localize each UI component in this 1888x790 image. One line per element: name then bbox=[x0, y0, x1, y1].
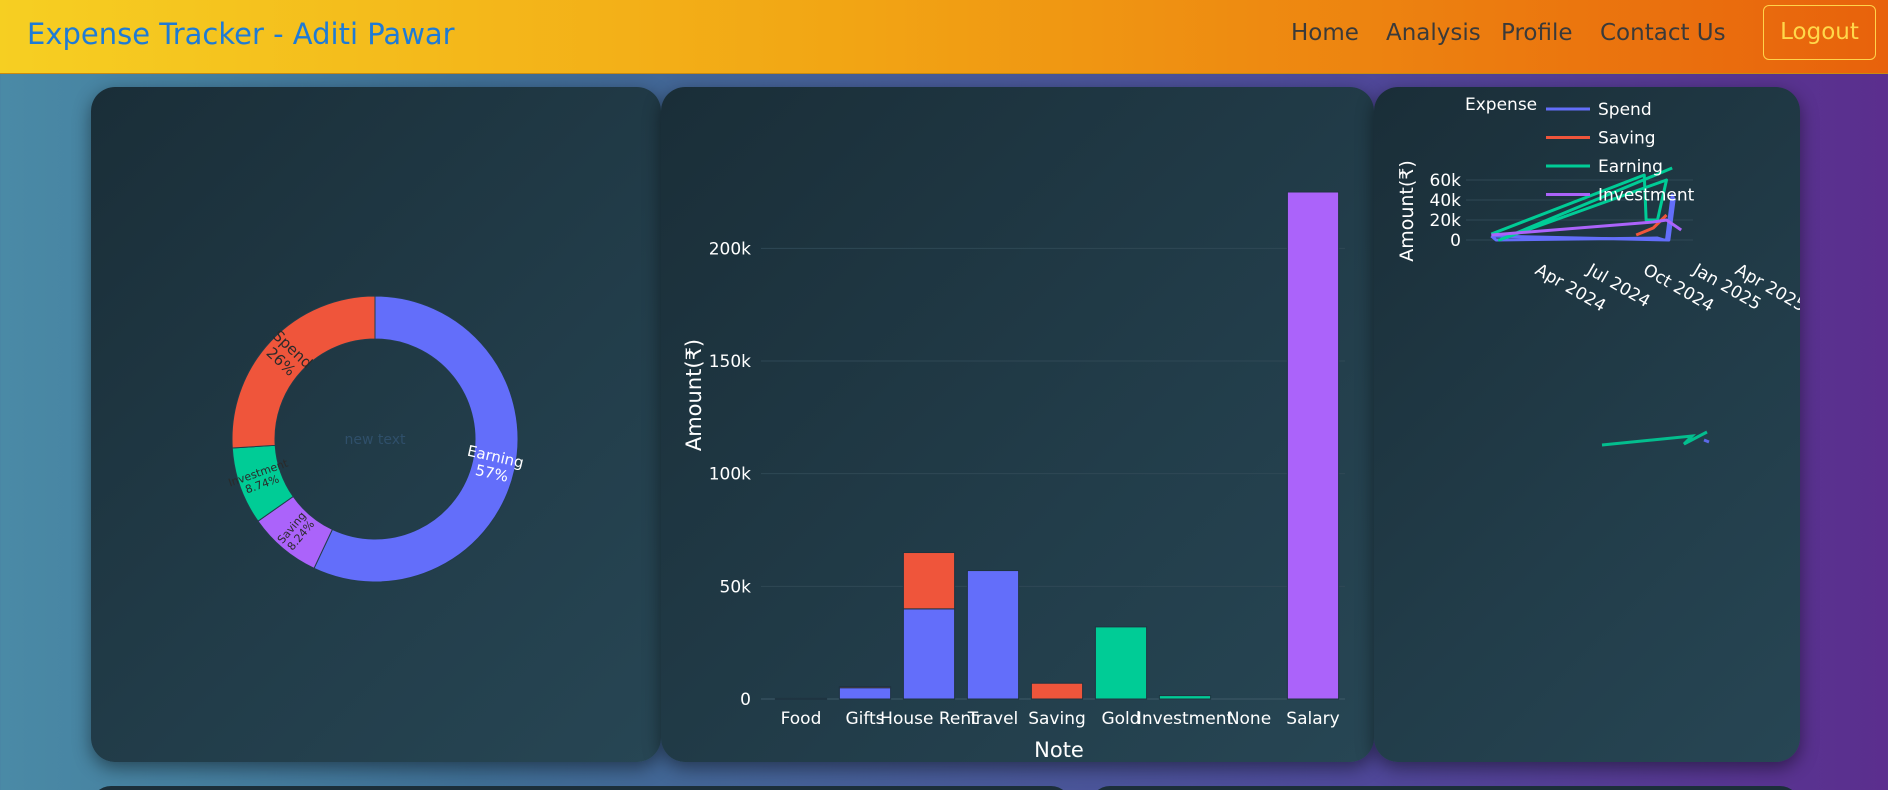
line-legend-title: Expense bbox=[1465, 95, 1537, 115]
logout-button[interactable]: Logout bbox=[1763, 5, 1876, 60]
bar-y-tick: 150k bbox=[709, 352, 751, 372]
bar-investment-earning[interactable] bbox=[1158, 695, 1212, 700]
bar-y-axis-title: Amount(₹) bbox=[682, 339, 706, 451]
nav-profile-link[interactable]: Profile bbox=[1501, 20, 1573, 46]
line-series-saving[interactable] bbox=[1635, 213, 1668, 237]
bar-x-tick: Salary bbox=[1286, 709, 1339, 729]
bar-salary-investment[interactable] bbox=[1286, 191, 1340, 700]
bar-house-rent-saving[interactable] bbox=[902, 552, 956, 610]
line-legend-label-investment[interactable]: Investment bbox=[1598, 186, 1695, 206]
bar-x-tick: Travel bbox=[967, 709, 1019, 729]
bar-x-tick: Investment bbox=[1137, 709, 1234, 729]
line-card: 0 20k 40k 60k Apr 2024 Jul 2024 Oct 2024 Jan 2… bbox=[1374, 87, 1800, 762]
donut-slice-spend[interactable] bbox=[231, 295, 376, 449]
bar-y-tick: 100k bbox=[709, 465, 751, 485]
donut-card: new text Earning 57% Saving 8.24% Investment… bbox=[91, 87, 661, 762]
nav-contact-link[interactable]: Contact Us bbox=[1600, 20, 1726, 46]
bar-x-tick: Food bbox=[781, 709, 822, 729]
line-ghost-spend bbox=[1703, 438, 1710, 444]
line-y-tick: 0 bbox=[1450, 231, 1461, 251]
bar-x-tick: House Rent bbox=[880, 709, 978, 729]
line-legend-label-saving[interactable]: Saving bbox=[1598, 129, 1656, 149]
bar-house-rent-spend[interactable] bbox=[902, 608, 956, 700]
line-y-tick: 40k bbox=[1430, 191, 1462, 211]
donut-slice-earning[interactable] bbox=[313, 295, 519, 583]
bar-food-spend[interactable] bbox=[774, 697, 828, 700]
donut-center-text: new text bbox=[344, 432, 406, 448]
bar-x-tick: Gifts bbox=[845, 709, 884, 729]
bar-gifts-spend[interactable] bbox=[838, 687, 892, 700]
line-legend-label-earning[interactable]: Earning bbox=[1598, 157, 1663, 177]
line-series-spend[interactable] bbox=[1490, 193, 1676, 242]
bar-gold-earning[interactable] bbox=[1094, 626, 1148, 700]
bar-x-tick: Gold bbox=[1101, 709, 1140, 729]
bottom-card-left bbox=[91, 786, 1071, 790]
bottom-card-right bbox=[1090, 786, 1800, 790]
donut-chart: new text Earning57%Saving8.24%Investment… bbox=[227, 295, 525, 583]
brand-title[interactable]: Expense Tracker - Aditi Pawar bbox=[27, 17, 455, 51]
line-series-investment[interactable] bbox=[1491, 218, 1683, 237]
bar-gifts-saving[interactable] bbox=[838, 686, 892, 689]
line-y-tick: 60k bbox=[1430, 171, 1462, 191]
bar-y-tick: 200k bbox=[709, 239, 751, 259]
line-legend-label-spend[interactable]: Spend bbox=[1598, 100, 1652, 120]
bar-x-tick: Saving bbox=[1028, 709, 1086, 729]
bar-travel-spend[interactable] bbox=[966, 570, 1020, 700]
nav-home-link[interactable]: Home bbox=[1291, 20, 1359, 46]
bar-saving-saving[interactable] bbox=[1030, 682, 1084, 700]
line-y-tick: 20k bbox=[1430, 211, 1462, 231]
bar-x-axis-title: Note bbox=[1034, 738, 1084, 762]
line-ghost-earning bbox=[1601, 430, 1708, 447]
line-y-axis-title: Amount(₹) bbox=[1396, 160, 1418, 262]
bar-y-tick: 0 bbox=[740, 690, 751, 710]
bar-card: Food Gifts House Rent Travel Saving Gold Inves… bbox=[661, 87, 1374, 762]
bar-y-tick: 50k bbox=[720, 577, 752, 597]
navbar: Expense Tracker - Aditi Pawar Home Analy… bbox=[0, 0, 1888, 74]
bar-x-tick: None bbox=[1227, 709, 1271, 729]
nav-analysis-link[interactable]: Analysis bbox=[1386, 20, 1481, 46]
